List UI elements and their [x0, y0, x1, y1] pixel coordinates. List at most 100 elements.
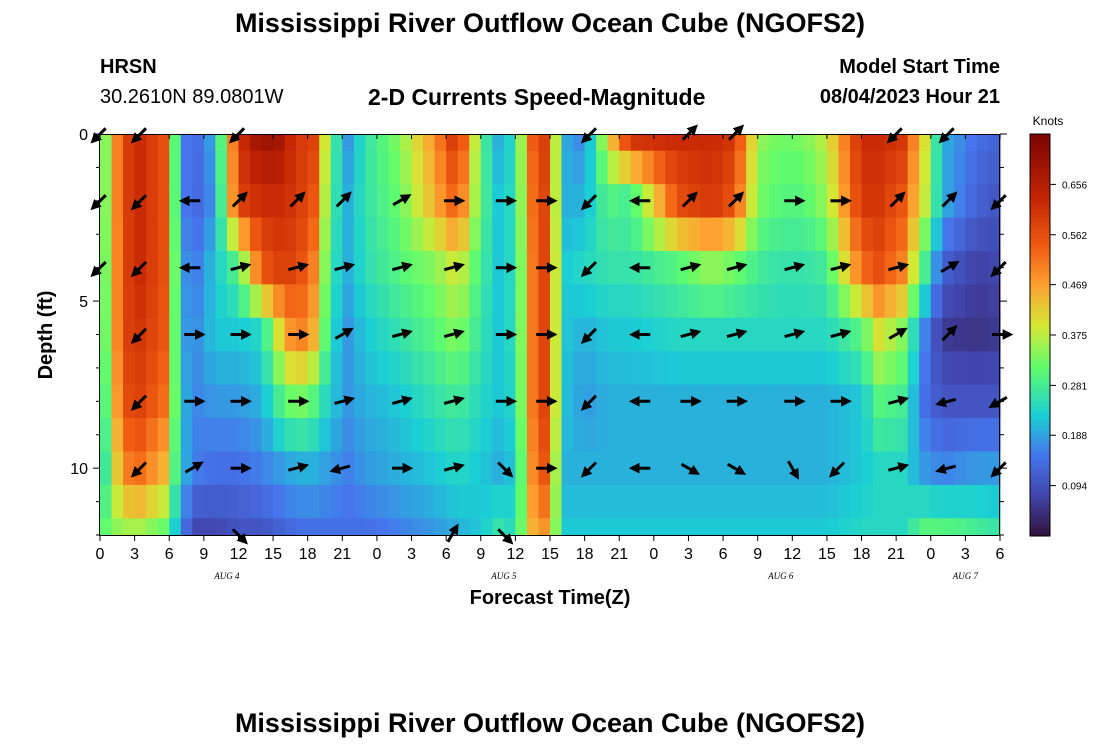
x-axis-label: Forecast Time(Z): [470, 587, 631, 609]
current-vector-arrow: [680, 328, 702, 340]
heatmap-cell: [365, 418, 378, 453]
heatmap-cell: [250, 317, 263, 352]
heatmap-cell: [907, 484, 920, 519]
heatmap-cell: [619, 217, 632, 252]
heatmap-cell: [723, 217, 736, 252]
heatmap-cell: [273, 284, 286, 319]
heatmap-cell: [965, 484, 978, 519]
heatmap-cell: [469, 184, 482, 219]
heatmap-cell: [700, 451, 713, 486]
heatmap-cell: [284, 351, 297, 386]
heatmap-cell: [896, 518, 909, 536]
heatmap-cell: [850, 150, 863, 185]
heatmap-cell: [319, 184, 332, 219]
current-vector-arrow: [392, 194, 412, 207]
heatmap-cell: [100, 418, 113, 453]
heatmap-cell: [861, 451, 874, 486]
heatmap-cell: [896, 217, 909, 252]
heatmap-cell: [203, 284, 216, 319]
heatmap-cell: [919, 518, 932, 536]
heatmap-cell: [192, 284, 205, 319]
heatmap-cell: [215, 317, 228, 352]
heatmap-cell: [653, 384, 666, 419]
heatmap-cell: [307, 384, 320, 419]
heatmap-cell: [803, 134, 816, 152]
heatmap-cell: [353, 418, 366, 453]
heatmap-cell: [757, 217, 770, 252]
heatmap-cell: [457, 217, 470, 252]
heatmap-cell: [746, 134, 759, 152]
heatmap-cell: [434, 184, 447, 219]
heatmap-cell: [653, 484, 666, 519]
heatmap-cell: [446, 150, 459, 185]
heatmap-cell: [423, 217, 436, 252]
current-vector-arrow: [786, 460, 799, 480]
heatmap-cell: [757, 451, 770, 486]
heatmap-cell: [803, 184, 816, 219]
heatmap-cell: [169, 150, 182, 185]
heatmap-cell: [561, 317, 574, 352]
current-vector-arrow: [443, 462, 465, 473]
heatmap-cell: [607, 134, 620, 152]
heatmap-cell: [273, 451, 286, 486]
heatmap-cell: [526, 250, 540, 285]
heatmap-cell: [711, 418, 724, 453]
heatmap-cell: [769, 418, 782, 453]
colorbar-ticks: 0.094 0.188 0.281 0.375 0.469 0.562 0.656: [1050, 180, 1087, 493]
heatmap-cell: [388, 150, 401, 185]
heatmap-cell: [676, 418, 690, 453]
heatmap-cell: [607, 418, 620, 453]
colorbar-tick-label: 0.094: [1062, 482, 1087, 493]
heatmap-cell: [826, 518, 840, 536]
heatmap-cell: [319, 518, 332, 536]
heatmap-cell: [261, 518, 274, 536]
heatmap-cell: [134, 418, 147, 453]
x-tick-label: 21: [610, 546, 628, 563]
heatmap-cell: [861, 351, 874, 386]
heatmap-cell: [988, 418, 1001, 453]
heatmap-cell: [469, 250, 482, 285]
heatmap-cell: [826, 351, 840, 386]
heatmap-cell: [261, 134, 274, 152]
heatmap-cell: [584, 418, 597, 453]
heatmap-cell: [215, 451, 228, 486]
heatmap-cell: [723, 351, 736, 386]
heatmap-cell: [423, 451, 436, 486]
heatmap-cell: [123, 518, 136, 536]
heatmap-cell: [769, 351, 782, 386]
heatmap-cell: [826, 134, 840, 152]
heatmap-cell: [123, 250, 136, 285]
heatmap-cell: [665, 250, 678, 285]
heatmap-cell: [884, 317, 897, 352]
heatmap-cell: [884, 484, 897, 519]
heatmap-cell: [284, 518, 297, 536]
heatmap-cell: [896, 284, 909, 319]
heatmap-cell: [411, 484, 424, 519]
heatmap-cell: [734, 150, 747, 185]
heatmap-cell: [365, 217, 378, 252]
heatmap-cell: [146, 150, 159, 185]
current-vector-arrow: [289, 191, 306, 208]
heatmap-cell: [215, 184, 228, 219]
heatmap-cell: [284, 150, 297, 185]
heatmap-cell: [723, 484, 736, 519]
heatmap-cell: [319, 451, 332, 486]
heatmap-cell: [250, 150, 263, 185]
heatmap-cell: [561, 250, 574, 285]
heatmap-cell: [515, 518, 528, 536]
heatmap-cell: [123, 451, 136, 486]
heatmap-cell: [146, 351, 159, 386]
heatmap-cell: [250, 384, 263, 419]
heatmap-cell: [480, 484, 493, 519]
heatmap-cell: [573, 384, 586, 419]
heatmap-cell: [676, 184, 690, 219]
heatmap-cell: [630, 351, 643, 386]
heatmap-cell: [365, 284, 378, 319]
heatmap-cell: [330, 150, 343, 185]
heatmap-cell: [734, 284, 747, 319]
heatmap-cell: [515, 418, 528, 453]
heatmap-cell: [411, 184, 424, 219]
heatmap-cell: [873, 284, 886, 319]
heatmap-cell: [180, 451, 193, 486]
heatmap-cell: [930, 518, 943, 536]
